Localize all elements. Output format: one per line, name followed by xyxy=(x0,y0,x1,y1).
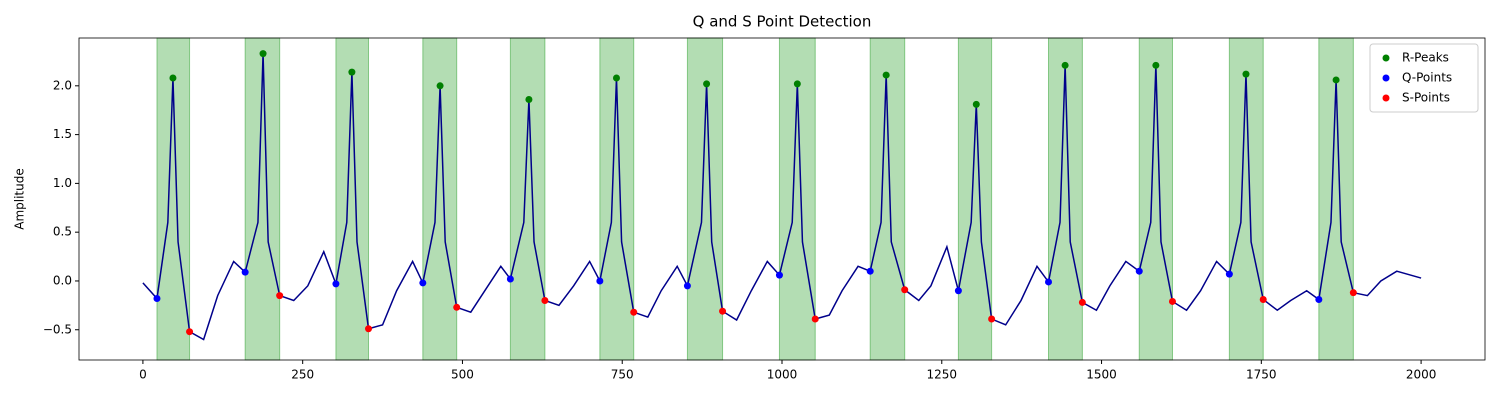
point xyxy=(506,275,514,283)
detection-span xyxy=(686,37,724,361)
point xyxy=(683,282,691,290)
point xyxy=(811,315,819,323)
point xyxy=(596,277,604,285)
legend-label: Q-Points xyxy=(1402,71,1452,85)
x-tick-label: 1500 xyxy=(1086,368,1117,382)
x-tick-label: 0 xyxy=(139,368,147,382)
point xyxy=(1045,278,1053,286)
point xyxy=(972,100,980,108)
point xyxy=(866,267,874,275)
signal-line xyxy=(142,53,1422,341)
x-tick-label: 1750 xyxy=(1246,368,1277,382)
point xyxy=(775,271,783,279)
point xyxy=(348,68,356,76)
point xyxy=(988,315,996,323)
x-tick-label: 1250 xyxy=(926,368,957,382)
point xyxy=(436,82,444,90)
point xyxy=(1332,76,1340,84)
point xyxy=(453,303,461,311)
point xyxy=(525,95,533,103)
detection-span xyxy=(422,37,458,361)
point xyxy=(1135,267,1143,275)
point xyxy=(793,80,801,88)
point xyxy=(1152,61,1160,69)
y-tick-label: 1.0 xyxy=(53,176,72,190)
chart-title: Q and S Point Detection xyxy=(693,13,872,31)
point xyxy=(1315,296,1323,304)
y-tick-label: 1.5 xyxy=(53,127,72,141)
point xyxy=(153,295,161,303)
point xyxy=(1242,70,1250,78)
point xyxy=(1225,270,1233,278)
y-tick-label: 0.0 xyxy=(53,273,72,287)
detection-span xyxy=(957,37,993,361)
legend-marker xyxy=(1382,54,1390,62)
point xyxy=(1168,297,1176,305)
point xyxy=(612,74,620,82)
point xyxy=(365,325,373,333)
legend-box xyxy=(1369,43,1479,113)
point xyxy=(541,296,549,304)
legend-label: R-Peaks xyxy=(1402,51,1449,65)
y-tick-label: −0.5 xyxy=(43,322,72,336)
x-tick-label: 500 xyxy=(451,368,474,382)
point xyxy=(901,286,909,294)
x-tick-label: 250 xyxy=(291,368,314,382)
detection-span xyxy=(869,37,906,361)
x-tick-label: 1000 xyxy=(767,368,798,382)
point xyxy=(719,307,727,315)
point xyxy=(954,287,962,295)
point xyxy=(419,279,427,287)
detection-span xyxy=(509,37,546,361)
point xyxy=(703,80,711,88)
x-tick-label: 2000 xyxy=(1406,368,1437,382)
legend-label: S-Points xyxy=(1402,91,1450,105)
point xyxy=(332,280,340,288)
point xyxy=(241,268,249,276)
legend-marker xyxy=(1382,74,1390,82)
legend-marker xyxy=(1382,94,1390,102)
point xyxy=(169,74,177,82)
point xyxy=(1349,289,1357,297)
point xyxy=(186,328,194,336)
point xyxy=(1061,61,1069,69)
point xyxy=(1259,296,1267,304)
point xyxy=(259,50,267,58)
x-tick-label: 750 xyxy=(611,368,634,382)
point xyxy=(630,308,638,316)
y-tick-label: 0.5 xyxy=(53,225,72,239)
y-axis-label: Amplitude xyxy=(13,168,27,230)
y-tick-label: 2.0 xyxy=(53,78,72,92)
point xyxy=(276,292,284,300)
point xyxy=(882,71,890,79)
point xyxy=(1078,298,1086,306)
